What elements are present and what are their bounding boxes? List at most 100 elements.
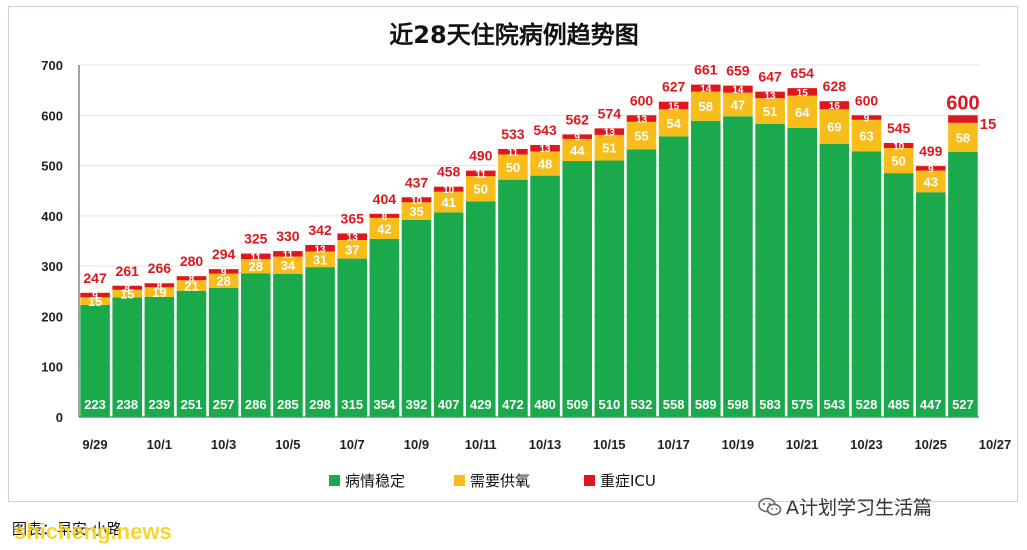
bar-oxygen <box>916 170 946 193</box>
data-label-icu: 9 <box>574 133 580 144</box>
data-label-stable: 447 <box>920 397 942 412</box>
bar-oxygen <box>658 109 689 137</box>
bar-oxygen <box>80 297 110 305</box>
data-label-stable: 558 <box>663 397 685 412</box>
data-label-oxygen: 43 <box>924 174 938 189</box>
bar-oxygen <box>144 287 175 297</box>
x-tick-label: 10/1 <box>147 437 172 452</box>
data-label-oxygen: 42 <box>377 221 391 236</box>
bar-icu <box>883 142 914 148</box>
data-label-icu: 9 <box>928 164 934 175</box>
data-label-icu: 10 <box>893 141 905 152</box>
bar-oxygen <box>562 138 592 162</box>
bar-oxygen <box>755 98 785 124</box>
data-label-total: 661 <box>694 62 718 78</box>
data-label-total: 330 <box>276 228 300 244</box>
data-label-total: 266 <box>148 260 172 276</box>
data-label-oxygen: 51 <box>602 141 616 156</box>
legend-swatch <box>584 475 595 486</box>
y-tick-label: 100 <box>41 360 63 375</box>
data-label-icu: 14 <box>700 84 712 95</box>
data-label-total: 600 <box>855 92 879 108</box>
bar-icu <box>755 91 785 99</box>
data-label-icu: 8 <box>124 284 130 295</box>
data-label-oxygen: 58 <box>956 130 970 145</box>
data-label-oxygen: 63 <box>859 129 873 144</box>
data-label-total: 574 <box>598 105 622 121</box>
data-label-oxygen: 47 <box>731 97 745 112</box>
bar-oxygen <box>787 95 817 128</box>
data-label-stable: 407 <box>438 397 460 412</box>
bar-stable <box>369 238 400 417</box>
bar-stable <box>176 290 207 417</box>
bar-icu <box>433 186 464 192</box>
bar-stable <box>433 212 464 417</box>
data-label-total: 342 <box>308 222 332 238</box>
data-label-total: 458 <box>437 164 461 180</box>
bar-oxygen <box>691 91 721 121</box>
data-label-icu: 11 <box>250 252 261 263</box>
x-tick-label: 10/27 <box>979 437 1012 452</box>
data-label-icu: 11 <box>475 169 486 180</box>
bar-icu <box>530 144 560 152</box>
data-label-stable: 598 <box>727 397 749 412</box>
data-label-oxygen: 34 <box>281 258 296 273</box>
y-tick-label: 0 <box>56 410 63 425</box>
data-label-stable: 509 <box>566 397 588 412</box>
bar-stable <box>883 173 914 417</box>
wechat-icon <box>758 497 782 515</box>
data-label-icu: 13 <box>636 115 648 126</box>
bar-stable <box>562 161 592 417</box>
data-label-icu: 13 <box>604 128 616 139</box>
bar-icu <box>819 101 850 110</box>
bar-oxygen <box>208 273 239 288</box>
bar-icu <box>723 85 753 93</box>
bar-oxygen <box>466 176 496 202</box>
data-label-stable: 251 <box>181 397 203 412</box>
bar-icu <box>337 233 367 240</box>
bar-stable <box>819 143 850 417</box>
bar-icu <box>112 285 142 290</box>
wechat-account-name: A计划学习生活篇 <box>786 497 932 519</box>
chart-title: 近28天住院病例趋势图 <box>389 21 638 49</box>
bar-stable <box>530 175 560 417</box>
bar-icu <box>916 166 946 171</box>
data-label-total: 365 <box>341 210 365 226</box>
bar-stable <box>401 219 432 417</box>
bar-icu <box>948 115 978 123</box>
data-label-icu: 13 <box>315 244 327 255</box>
bar-stable <box>948 151 978 417</box>
data-label-stable: 392 <box>406 397 428 412</box>
data-label-oxygen: 50 <box>506 160 520 175</box>
y-tick-label: 600 <box>41 108 63 123</box>
data-label-icu: 15 <box>668 101 680 112</box>
bar-oxygen <box>112 289 142 298</box>
bar-oxygen <box>530 151 560 176</box>
data-label-oxygen: 41 <box>441 195 455 210</box>
bar-stable <box>755 123 785 417</box>
data-label-total: 280 <box>180 253 204 269</box>
bar-stable <box>498 179 528 417</box>
x-tick-label: 10/13 <box>529 437 562 452</box>
data-label-oxygen: 50 <box>891 154 905 169</box>
data-label-stable: 223 <box>84 397 106 412</box>
bar-stable <box>144 296 175 417</box>
bar-stable <box>658 136 689 418</box>
data-label-stable: 532 <box>631 397 653 412</box>
data-label-total: 437 <box>405 174 429 190</box>
data-label-stable: 257 <box>213 397 235 412</box>
bar-oxygen <box>723 92 753 117</box>
bar-oxygen <box>883 147 914 174</box>
data-label-oxygen: 31 <box>313 252 327 267</box>
data-label-total: 261 <box>116 263 140 279</box>
bar-stable <box>112 297 142 417</box>
bar-icu <box>562 134 592 139</box>
data-label-total: 654 <box>791 65 815 81</box>
x-tick-label: 10/5 <box>275 437 300 452</box>
bar-stable <box>691 120 721 418</box>
data-label-stable: 285 <box>277 397 299 412</box>
bar-oxygen <box>498 154 528 180</box>
data-label-oxygen: 37 <box>345 242 359 257</box>
data-label-icu: 8 <box>157 281 163 292</box>
data-label-total: 627 <box>662 79 686 95</box>
